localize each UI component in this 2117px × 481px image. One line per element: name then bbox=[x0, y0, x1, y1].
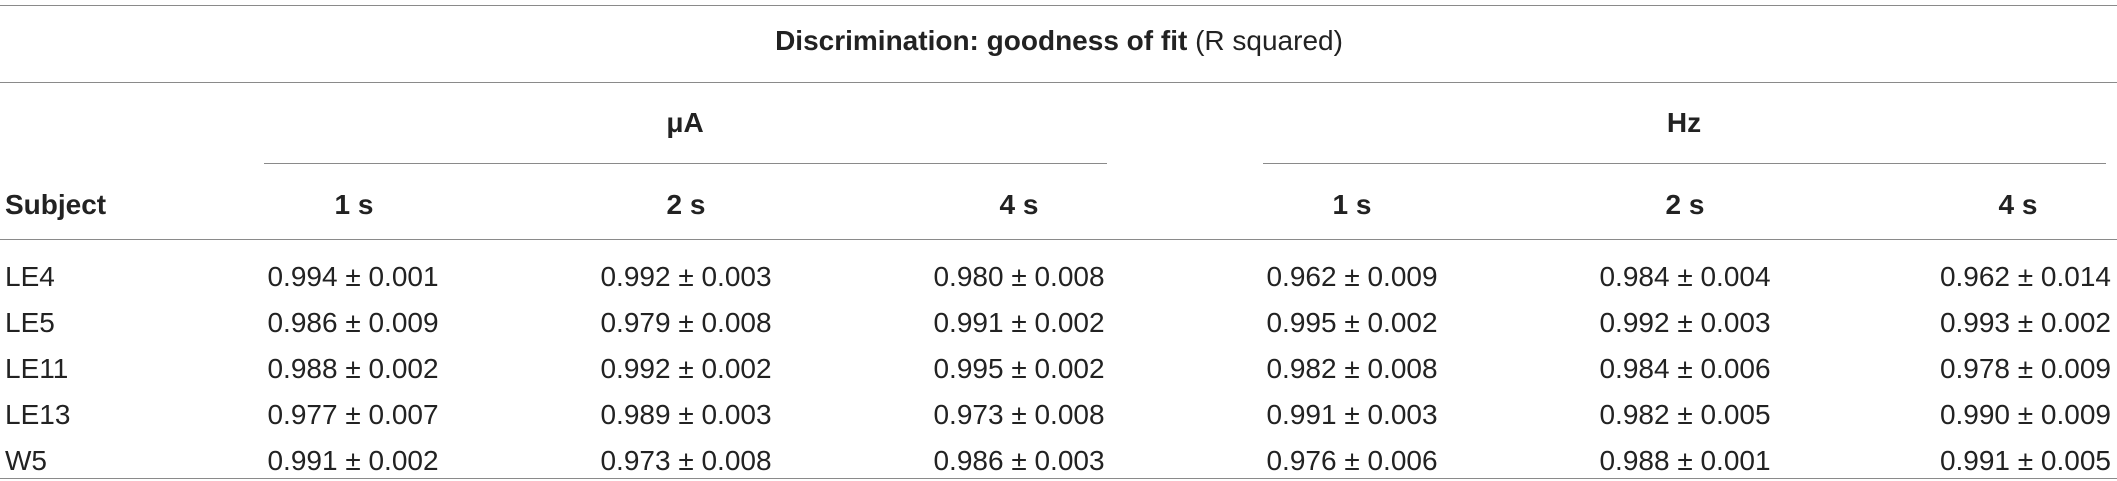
cell-value: 0.980 ± 0.008 bbox=[933, 261, 1105, 292]
cell-value: 0.995 ± 0.002 bbox=[933, 353, 1105, 384]
cell-value: 0.991 ± 0.005 bbox=[1939, 445, 2111, 476]
cell-value: 0.992 ± 0.003 bbox=[600, 261, 772, 292]
cell-value: 0.995 ± 0.002 bbox=[1266, 307, 1438, 338]
cell-value: 0.991 ± 0.002 bbox=[267, 445, 439, 476]
column-header-hz-2s: 2 s bbox=[1665, 189, 1705, 220]
cell-value: 0.973 ± 0.008 bbox=[600, 445, 772, 476]
cell-value: 0.991 ± 0.003 bbox=[1266, 399, 1438, 430]
cell-value: 0.986 ± 0.009 bbox=[267, 307, 439, 338]
row-subject: LE11 bbox=[5, 353, 69, 384]
row-subject: LE5 bbox=[5, 307, 55, 338]
caption-bold: Discrimination: goodness of fit bbox=[775, 25, 1188, 56]
cell-value: 0.991 ± 0.002 bbox=[933, 307, 1105, 338]
group-rule-hz bbox=[1263, 163, 2106, 164]
cell-value: 0.992 ± 0.002 bbox=[600, 353, 772, 384]
table-caption: Discrimination: goodness of fit (R squar… bbox=[775, 24, 1343, 58]
column-header-ua-1s: 1 s bbox=[334, 189, 374, 220]
cell-value: 0.988 ± 0.002 bbox=[267, 353, 439, 384]
cell-value: 0.986 ± 0.003 bbox=[933, 445, 1105, 476]
group-rule-ua bbox=[264, 163, 1107, 164]
cell-value: 0.989 ± 0.003 bbox=[600, 399, 772, 430]
cell-value: 0.982 ± 0.008 bbox=[1266, 353, 1438, 384]
cell-value: 0.984 ± 0.004 bbox=[1599, 261, 1771, 292]
bottom-rule bbox=[0, 478, 2117, 479]
cell-value: 0.973 ± 0.008 bbox=[933, 399, 1105, 430]
cell-value: 0.990 ± 0.009 bbox=[1939, 399, 2111, 430]
cell-value: 0.962 ± 0.014 bbox=[1939, 261, 2111, 292]
cell-value: 0.988 ± 0.001 bbox=[1599, 445, 1771, 476]
cell-value: 0.979 ± 0.008 bbox=[600, 307, 772, 338]
cell-value: 0.994 ± 0.001 bbox=[267, 261, 439, 292]
row-subject: LE13 bbox=[5, 399, 71, 430]
group-header-hz: Hz bbox=[1666, 107, 1702, 138]
subject-header: Subject bbox=[5, 189, 107, 220]
cell-value: 0.984 ± 0.006 bbox=[1599, 353, 1771, 384]
cell-value: 0.993 ± 0.002 bbox=[1939, 307, 2111, 338]
top-rule bbox=[0, 5, 2117, 6]
column-header-ua-4s: 4 s bbox=[999, 189, 1039, 220]
column-header-hz-4s: 4 s bbox=[1998, 189, 2038, 220]
group-header-ua: μA bbox=[666, 107, 704, 138]
row-subject: LE4 bbox=[5, 261, 55, 292]
row-subject: W5 bbox=[5, 445, 47, 476]
caption-rule bbox=[0, 82, 2117, 83]
header-rule bbox=[0, 239, 2117, 240]
caption-normal: (R squared) bbox=[1195, 25, 1343, 56]
column-header-ua-2s: 2 s bbox=[666, 189, 706, 220]
cell-value: 0.962 ± 0.009 bbox=[1266, 261, 1438, 292]
column-header-hz-1s: 1 s bbox=[1332, 189, 1372, 220]
cell-value: 0.982 ± 0.005 bbox=[1599, 399, 1771, 430]
cell-value: 0.978 ± 0.009 bbox=[1939, 353, 2111, 384]
cell-value: 0.977 ± 0.007 bbox=[267, 399, 439, 430]
cell-value: 0.992 ± 0.003 bbox=[1599, 307, 1771, 338]
cell-value: 0.976 ± 0.006 bbox=[1266, 445, 1438, 476]
